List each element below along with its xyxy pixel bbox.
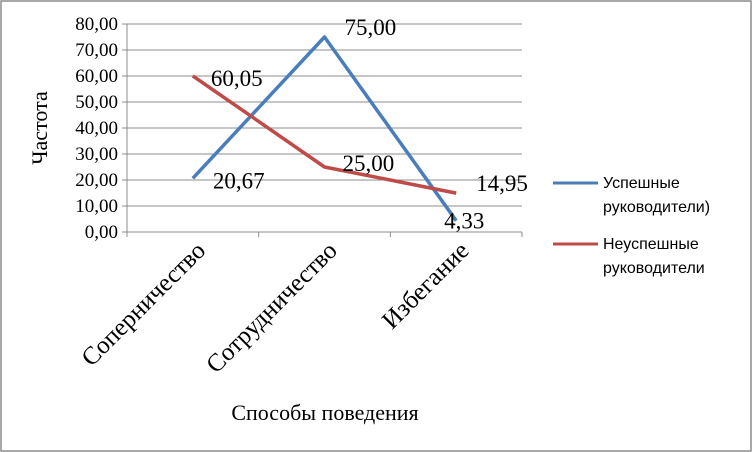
y-tick-label: 20,00 xyxy=(75,170,118,191)
data-label: 14,95 xyxy=(476,171,528,196)
y-axis-title: Частота xyxy=(27,91,52,165)
legend-label-unsuccessful-line2: руководители xyxy=(603,260,705,277)
series-line-unsuccessful xyxy=(191,74,457,195)
data-labels: 20,67 75,00 4,33 60,05 25,00 14,95 xyxy=(211,15,528,234)
legend-label-successful-line1: Успешные xyxy=(603,175,680,192)
y-tick-label: 10,00 xyxy=(75,196,118,217)
y-tick-label: 0,00 xyxy=(85,222,118,243)
data-label: 4,33 xyxy=(444,209,484,234)
data-label: 75,00 xyxy=(345,15,397,40)
series-lines xyxy=(191,35,458,222)
data-label: 20,67 xyxy=(213,168,265,193)
gridlines xyxy=(127,23,522,207)
y-tick-label: 50,00 xyxy=(75,92,118,113)
y-tick-label: 80,00 xyxy=(75,14,118,35)
series-line-successful xyxy=(191,35,458,222)
y-axis-ticks: 0,00 10,00 20,00 30,00 40,00 50,00 60,00 70,00 8… xyxy=(75,14,127,243)
legend: Успешные руководители) Неуспешные руково… xyxy=(553,175,710,277)
legend-label-unsuccessful-line1: Неуспешные xyxy=(603,236,699,253)
x-axis-title: Способы поведения xyxy=(231,400,418,425)
y-tick-label: 60,00 xyxy=(75,66,118,87)
y-tick-label: 70,00 xyxy=(75,40,118,61)
data-label: 60,05 xyxy=(211,66,263,91)
y-tick-label: 30,00 xyxy=(75,144,118,165)
y-tick-label: 40,00 xyxy=(75,118,118,139)
legend-label-successful-line2: руководители) xyxy=(603,199,710,216)
data-label: 25,00 xyxy=(343,151,395,176)
